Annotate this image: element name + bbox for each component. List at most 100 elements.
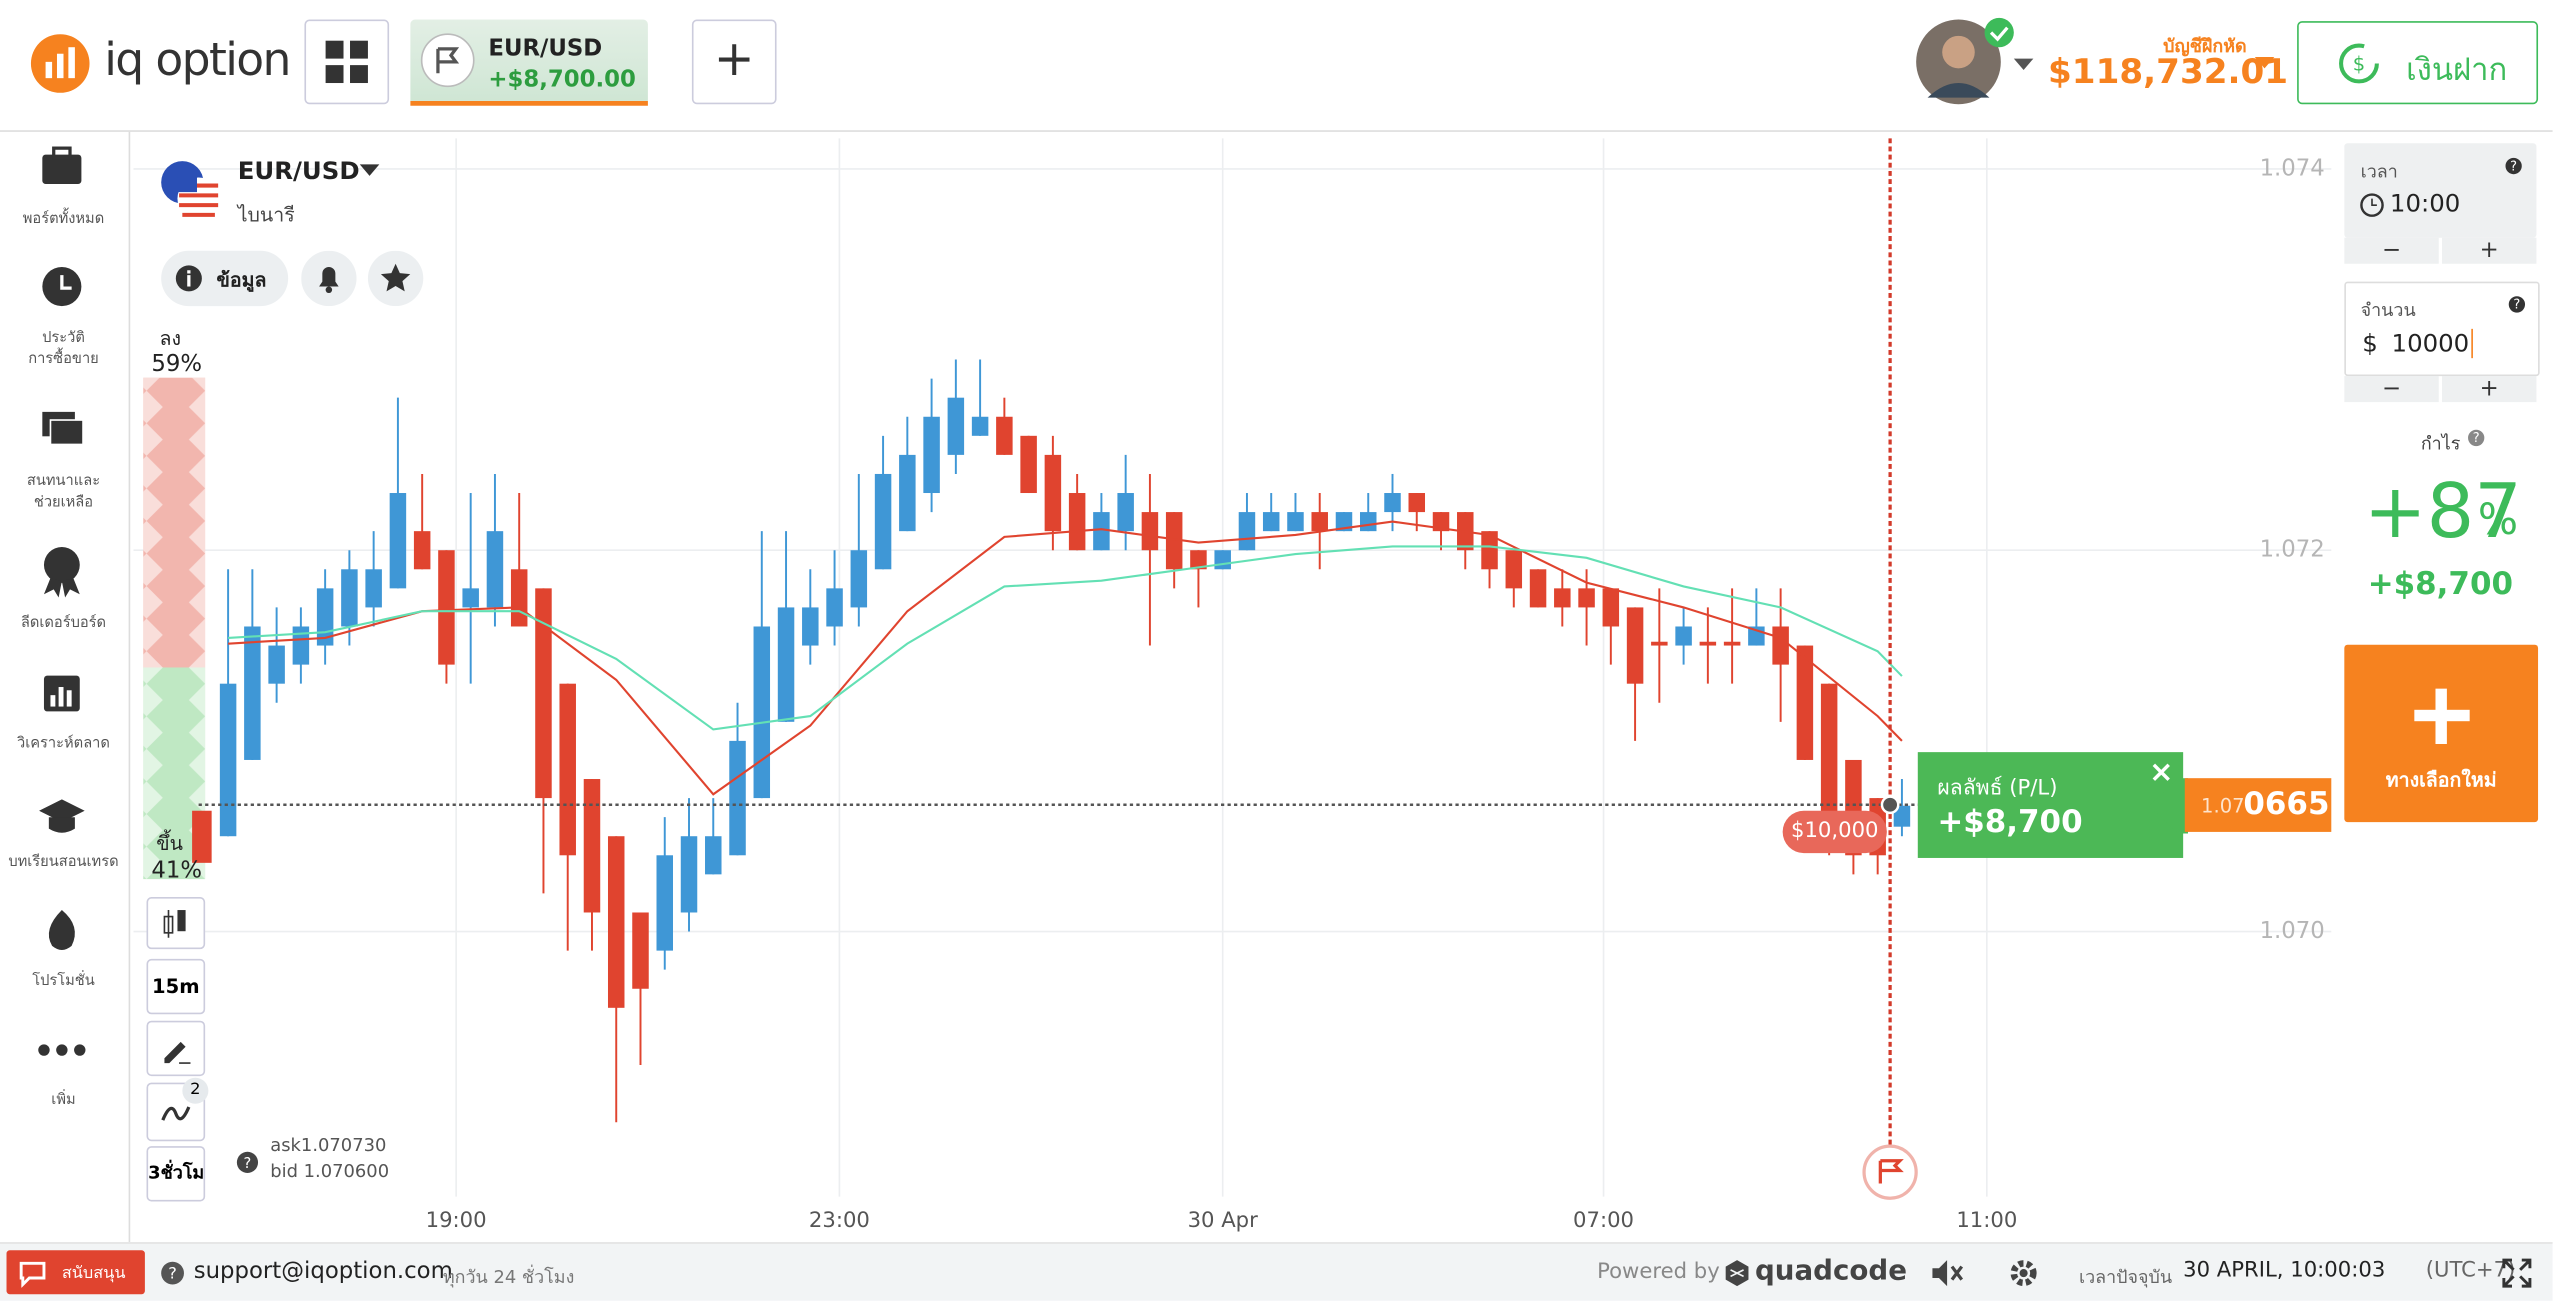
candle-body <box>923 416 940 494</box>
x-tick-label: 19:00 <box>426 1207 487 1232</box>
candle-body <box>753 626 771 799</box>
candle-body <box>1675 626 1692 646</box>
timeframe-button[interactable]: 15m <box>146 958 206 1015</box>
candle-body <box>947 397 965 455</box>
fullscreen-button[interactable] <box>2501 1257 2534 1290</box>
candle-body <box>462 588 479 608</box>
sidebar-label: ลีดเดอร์บอร์ด <box>20 615 107 632</box>
asset-tab[interactable]: EUR/USD +$8,700.00 <box>410 19 648 106</box>
sentiment-down: 59% <box>151 351 203 378</box>
sentiment-up-label: ขึ้น <box>156 831 183 855</box>
info-label: ข้อมูล <box>216 268 267 292</box>
candle-body <box>1384 493 1401 513</box>
balance[interactable]: $118,732.01 <box>2048 52 2289 92</box>
sidebar-item[interactable]: วิเคราะห์ตลาด <box>0 734 127 755</box>
time-plus[interactable]: + <box>2442 237 2537 264</box>
pl-value: +$8,700 <box>1937 804 2083 841</box>
time-box[interactable]: เวลา ? 10:00 <box>2344 143 2537 238</box>
candle-body <box>389 493 407 589</box>
y-tick-label: 1.074 <box>2260 155 2325 181</box>
candle-body <box>1287 512 1304 532</box>
sidebar-item[interactable]: โปรโมชั่น <box>0 972 127 993</box>
asset-name[interactable]: EUR/USD <box>237 156 360 186</box>
asset-caret <box>359 164 380 176</box>
bid-price: bid 1.070600 <box>270 1160 390 1182</box>
quote-help[interactable]: ? <box>234 1149 260 1175</box>
sidebar-item[interactable]: สนทนาและ ช่วยเหลือ <box>0 472 127 514</box>
candle-body <box>1723 641 1741 646</box>
price-tag: 1.07 0665 <box>2184 778 2332 832</box>
sidebar-item[interactable]: บทเรียนสอนเทรด <box>0 853 127 874</box>
sidebar-label: การซื้อขาย <box>28 351 99 368</box>
svg-text:?: ? <box>244 1155 252 1172</box>
candle-body <box>607 836 625 1008</box>
asset-type: ไบนารี <box>237 203 295 227</box>
candle-body <box>1626 607 1644 684</box>
support-label: สนับสนุน <box>61 1264 126 1283</box>
amount-plus[interactable]: + <box>2442 376 2537 403</box>
sidebar-item[interactable]: เพิ่ม <box>0 1091 127 1112</box>
candle-body <box>292 626 310 665</box>
sidebar-item[interactable]: ประวัติ การซื้อขาย <box>0 329 127 371</box>
candle-body <box>729 740 746 856</box>
logo[interactable]: iq option <box>104 32 291 87</box>
support-button[interactable]: สนับสนุน <box>6 1250 145 1295</box>
amount-minus[interactable]: − <box>2344 376 2439 403</box>
sentiment-down-label: ลง <box>159 327 182 351</box>
candle-body <box>1044 454 1062 532</box>
alert-buttons[interactable] <box>301 250 431 307</box>
candle-body <box>510 569 528 627</box>
time-minus[interactable]: − <box>2344 237 2439 264</box>
candle-body <box>535 588 552 799</box>
candle-body <box>1262 512 1280 532</box>
brand-icon <box>1725 1260 1749 1287</box>
info-button[interactable]: ข้อมูล <box>161 250 289 307</box>
grid-button[interactable] <box>304 19 390 105</box>
amount-label: จำนวน <box>2360 299 2416 321</box>
y-tick-label: 1.070 <box>2260 918 2325 944</box>
asset-flag <box>161 161 220 220</box>
support-email[interactable]: support@iqoption.com <box>193 1258 453 1285</box>
new-option-button[interactable]: ทางเลือกใหม่ <box>2344 644 2539 823</box>
avatar[interactable] <box>1915 16 2045 110</box>
candle-body <box>583 779 601 913</box>
price-tag-prefix: 1.07 <box>2201 794 2245 818</box>
range-button[interactable]: 3ชั่วโมง <box>146 1146 206 1202</box>
candle-body <box>802 607 819 646</box>
investment-marker[interactable]: $10,000 <box>1782 810 1887 854</box>
profit-help[interactable]: ? <box>2466 428 2486 448</box>
new-option-label: ทางเลือกใหม่ <box>2385 768 2497 792</box>
candle-body <box>1408 493 1426 513</box>
candle-body <box>1093 512 1110 551</box>
add-tab-button[interactable]: + <box>691 19 777 105</box>
pl-close[interactable]: × <box>2148 755 2174 790</box>
expiry-flag <box>1878 1159 1904 1184</box>
chart-type-button[interactable] <box>146 897 206 950</box>
candle-body <box>632 912 649 989</box>
candle-body <box>996 416 1013 455</box>
svg-text:?: ? <box>2513 298 2520 313</box>
candle-body <box>486 531 504 608</box>
candle-body <box>971 416 989 436</box>
price-tag-main: 0665 <box>2243 786 2330 823</box>
amount-value[interactable]: 10000 <box>2392 328 2473 359</box>
x-tick-label: 07:00 <box>1573 1207 1634 1232</box>
x-tick-label: 23:00 <box>809 1207 870 1232</box>
candle-body <box>1529 569 1547 608</box>
candle-body <box>1554 588 1571 608</box>
footer-controls[interactable] <box>1928 1254 2058 1293</box>
deposit-button[interactable]: $ เงินฝาก <box>2297 21 2539 105</box>
candle-body <box>1190 550 1207 570</box>
candle-body <box>1020 435 1037 494</box>
moving-average <box>228 520 1903 796</box>
candle-body <box>1602 588 1620 627</box>
sidebar-item[interactable]: พอร์ตทั้งหมด <box>0 210 127 231</box>
y-tick-label: 1.072 <box>2260 537 2325 563</box>
sidebar-item[interactable]: ลีดเดอร์บอร์ด <box>0 614 127 635</box>
candle-body <box>1068 493 1086 551</box>
amount-box[interactable]: จำนวน ? $ 10000 <box>2344 281 2540 377</box>
sidebar-label: วิเคราะห์ตลาด <box>17 735 110 753</box>
draw-button[interactable] <box>146 1020 206 1077</box>
profit-percent-sign: % <box>2477 496 2519 546</box>
